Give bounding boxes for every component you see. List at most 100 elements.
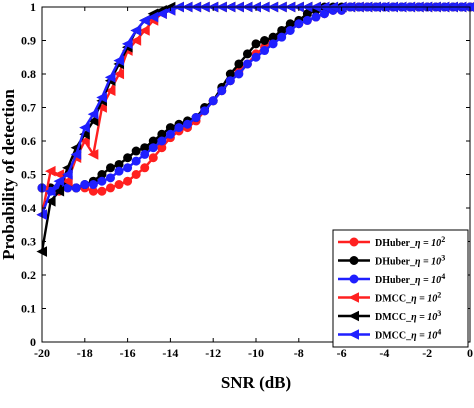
data-point xyxy=(87,149,99,160)
legend-marker xyxy=(349,256,359,265)
data-point xyxy=(260,46,270,56)
y-tick-label: 0.1 xyxy=(21,302,36,316)
data-point xyxy=(79,122,90,133)
data-point xyxy=(53,185,65,197)
data-point xyxy=(97,176,107,186)
data-point xyxy=(79,135,90,147)
data-point xyxy=(130,25,142,36)
legend-label: DHuber_η = 104 xyxy=(375,272,445,286)
data-point xyxy=(294,19,304,29)
data-point xyxy=(96,102,107,113)
data-point xyxy=(139,15,150,26)
x-tick-label: -12 xyxy=(205,346,221,360)
y-tick-label: 0 xyxy=(30,335,36,349)
data-point xyxy=(131,170,141,179)
data-point xyxy=(130,35,142,46)
y-tick-label: 0.7 xyxy=(21,101,36,115)
data-point xyxy=(131,156,141,166)
data-point xyxy=(71,183,81,193)
data-point xyxy=(53,175,65,187)
legend: DHuber_η = 102 DHuber_η = 103 DHuber_η = 1… xyxy=(332,229,469,348)
data-point xyxy=(97,186,107,196)
x-axis-title: SNR (dB) xyxy=(221,373,291,392)
data-point xyxy=(114,166,124,176)
legend-item: DHuber_η = 103 xyxy=(338,254,445,268)
x-tick-label: -10 xyxy=(248,346,264,360)
data-point xyxy=(87,115,99,127)
data-point xyxy=(147,11,159,23)
data-point xyxy=(183,119,193,129)
axis-ticks: -20 -18 -16 -14 -12 -10 -8 -6 -4 -2 000.10.20.30.4… xyxy=(21,0,473,360)
data-point xyxy=(131,146,141,156)
data-point xyxy=(268,39,278,49)
data-point xyxy=(234,59,244,69)
data-point xyxy=(44,185,56,197)
x-tick-label: -8 xyxy=(294,346,304,360)
data-point xyxy=(251,39,261,49)
y-tick-label: 0.4 xyxy=(21,201,36,215)
data-point xyxy=(87,108,99,120)
y-tick-label: 0.6 xyxy=(21,134,36,148)
data-point xyxy=(62,175,73,187)
data-point xyxy=(277,32,287,42)
data-point xyxy=(140,149,150,159)
x-tick-label: -14 xyxy=(162,346,178,360)
data-point xyxy=(139,25,150,36)
data-point xyxy=(105,183,115,193)
legend-label: DMCC_η = 103 xyxy=(375,309,441,323)
data-point xyxy=(104,72,116,83)
y-tick-label: 0.3 xyxy=(21,235,36,249)
y-axis-title: Probability of detection xyxy=(0,89,18,260)
data-point xyxy=(148,143,158,153)
data-point xyxy=(62,169,73,180)
x-tick-label: -2 xyxy=(422,346,432,360)
data-point xyxy=(140,163,150,173)
data-point xyxy=(44,195,56,207)
data-point xyxy=(285,25,295,35)
data-point xyxy=(123,176,133,186)
legend-marker xyxy=(348,292,359,303)
data-point xyxy=(208,96,218,106)
y-tick-label: 0.9 xyxy=(21,34,36,48)
data-point xyxy=(105,163,115,173)
legend-label: DMCC_η = 104 xyxy=(375,328,441,342)
data-point xyxy=(105,173,115,183)
data-point xyxy=(114,180,124,190)
data-point xyxy=(88,180,98,190)
y-tick-label: 1 xyxy=(30,0,36,14)
legend-item: DHuber_η = 104 xyxy=(338,272,445,286)
legend-marker xyxy=(349,237,359,247)
legend-item: DMCC_η = 103 xyxy=(338,309,441,323)
x-tick-label: -16 xyxy=(120,346,136,360)
data-point xyxy=(123,153,133,163)
data-point xyxy=(217,86,227,96)
data-point xyxy=(79,128,90,140)
data-point xyxy=(96,92,107,103)
data-point xyxy=(148,153,158,163)
data-point xyxy=(44,165,56,177)
y-tick-label: 0.8 xyxy=(21,67,36,81)
data-point xyxy=(123,163,133,173)
data-point xyxy=(242,59,252,69)
data-point xyxy=(104,85,116,97)
legend-label: DHuber_η = 103 xyxy=(375,254,445,268)
data-point xyxy=(121,38,133,50)
data-point xyxy=(251,52,261,62)
data-point xyxy=(200,106,210,116)
legend-box xyxy=(332,229,469,348)
legend-item: DMCC_η = 102 xyxy=(338,291,441,305)
data-point xyxy=(156,8,167,20)
data-point xyxy=(302,15,312,25)
data-point xyxy=(80,180,90,190)
data-point xyxy=(234,69,244,79)
data-point xyxy=(311,12,321,22)
x-tick-label: -20 xyxy=(34,346,50,360)
y-tick-label: 0.5 xyxy=(21,168,36,182)
x-tick-label: -4 xyxy=(379,346,389,360)
legend-label: DMCC_η = 102 xyxy=(375,291,441,305)
legend-item: DMCC_η = 104 xyxy=(338,328,441,342)
x-tick-label: 0 xyxy=(467,346,473,360)
x-tick-label: -6 xyxy=(337,346,347,360)
legend-marker xyxy=(348,329,359,340)
